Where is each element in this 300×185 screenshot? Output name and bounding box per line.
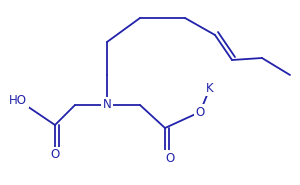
Text: O: O	[195, 105, 205, 119]
Text: HO: HO	[9, 93, 27, 107]
Text: N: N	[103, 98, 111, 112]
Text: O: O	[165, 152, 175, 164]
Text: O: O	[50, 149, 60, 162]
Text: K: K	[206, 82, 214, 95]
